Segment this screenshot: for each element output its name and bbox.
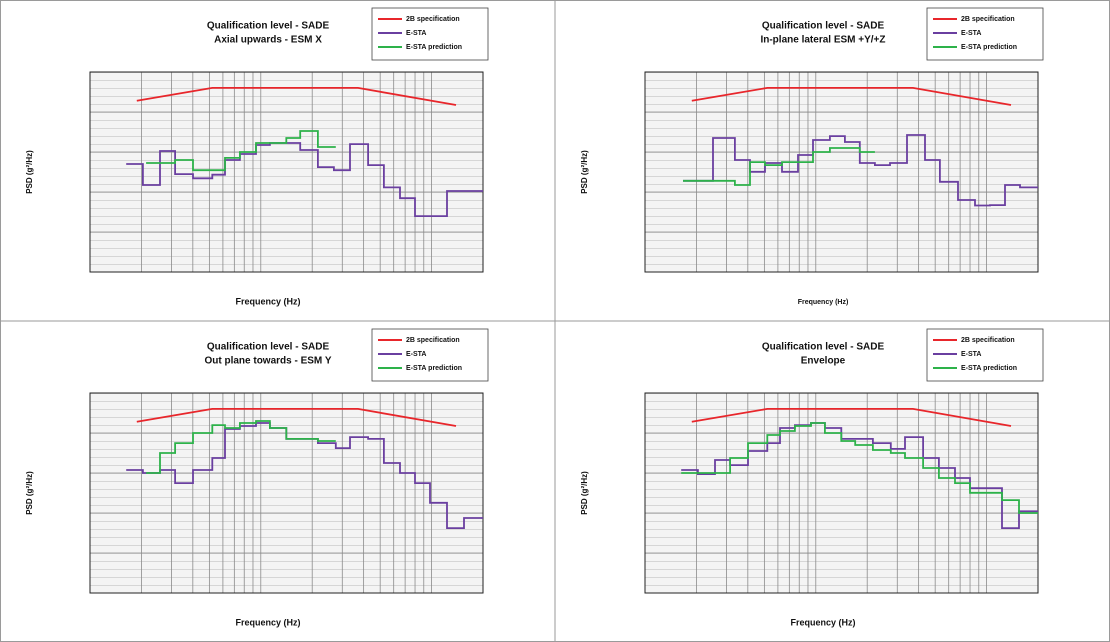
- legend-box: [371, 7, 489, 61]
- data-line: [136, 87, 457, 106]
- legend-label: E-STA prediction: [961, 365, 1017, 372]
- plot-frame: [644, 392, 1039, 594]
- x-axis-label: Frequency (Hz): [235, 617, 300, 627]
- legend-label: 2B specification: [961, 16, 1015, 23]
- x-axis-label: Frequency (Hz): [790, 617, 855, 627]
- legend-label: 2B specification: [406, 16, 460, 23]
- plot-area: [645, 72, 1038, 272]
- chart-panel: Qualification level - SADE In-plane later…: [580, 7, 1044, 306]
- data-line: [136, 408, 457, 427]
- chart-title: Qualification level - SADE: [762, 342, 885, 353]
- data-line: [146, 420, 336, 474]
- chart-subtitle: Out plane towards - ESM Y: [204, 356, 331, 367]
- chart-panel: Qualification level - SADE Axial upwards …: [25, 7, 489, 306]
- data-line: [683, 134, 1038, 207]
- legend-label: E-STA prediction: [406, 44, 462, 51]
- y-axis-label: PSD (g²/Hz): [580, 150, 589, 194]
- data-line: [683, 147, 875, 186]
- legend-label: E-STA: [961, 351, 981, 358]
- chart-title: Qualification level - SADE: [762, 21, 885, 32]
- plot-frame: [89, 392, 484, 594]
- plot-area: [90, 393, 483, 593]
- chart-panel: Qualification level - SADE Out plane towa…: [25, 328, 489, 627]
- y-axis-label: PSD (g²/Hz): [25, 150, 34, 194]
- data-line: [681, 422, 1038, 514]
- data-line: [126, 142, 483, 217]
- plot-frame: [89, 71, 484, 273]
- chart-subtitle: Axial upwards - ESM X: [214, 35, 322, 46]
- chart-subtitle: Envelope: [801, 356, 846, 367]
- legend-label: E-STA prediction: [406, 365, 462, 372]
- legend-label: E-STA: [406, 30, 426, 37]
- legend-label: E-STA: [406, 351, 426, 358]
- data-line: [691, 408, 1012, 427]
- chart-subtitle: In-plane lateral ESM +Y/+Z: [760, 35, 885, 46]
- x-axis-label: Frequency (Hz): [235, 296, 300, 306]
- plot-frame: [644, 71, 1039, 273]
- legend-label: E-STA prediction: [961, 44, 1017, 51]
- data-line: [146, 130, 336, 172]
- legend-label: E-STA: [961, 30, 981, 37]
- data-line: [691, 87, 1012, 106]
- y-axis-label: PSD (g²/Hz): [580, 471, 589, 515]
- plot-area: [90, 72, 483, 272]
- chart-title: Qualification level - SADE: [207, 342, 330, 353]
- legend-label: 2B specification: [961, 337, 1015, 344]
- chart-title: Qualification level - SADE: [207, 21, 330, 32]
- y-axis-label: PSD (g²/Hz): [25, 471, 34, 515]
- legend-label: 2B specification: [406, 337, 460, 344]
- chart-panel: Qualification level - SADE Envelope Freque…: [580, 328, 1044, 627]
- x-axis-label: Frequency (Hz): [798, 299, 849, 306]
